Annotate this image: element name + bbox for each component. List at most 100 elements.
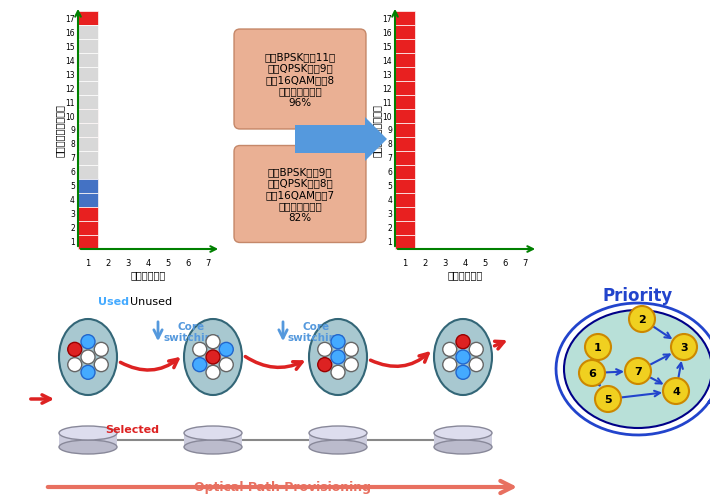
Bar (78, 221, 98, 235)
Bar (395, 152, 415, 166)
Bar (78, 180, 98, 193)
Text: 2: 2 (105, 259, 111, 268)
Bar (395, 235, 415, 249)
Bar (395, 12, 415, 26)
Bar (78, 110, 98, 124)
Bar (78, 82, 98, 96)
Bar (78, 207, 98, 221)
Circle shape (67, 358, 82, 372)
Bar (395, 26, 415, 40)
Bar (395, 12, 415, 26)
Circle shape (206, 350, 220, 364)
Text: Priority: Priority (603, 287, 673, 305)
Bar (395, 138, 415, 152)
Bar (395, 124, 415, 138)
Text: 15: 15 (65, 43, 75, 52)
Bar (78, 207, 98, 221)
Bar (395, 54, 415, 68)
Text: 7: 7 (205, 259, 211, 268)
Text: 4: 4 (146, 259, 151, 268)
Bar (395, 124, 415, 138)
Bar (78, 68, 98, 82)
Bar (78, 152, 98, 166)
Ellipse shape (184, 440, 242, 454)
Bar (78, 152, 98, 166)
Bar (78, 68, 98, 82)
Bar (395, 12, 415, 26)
Bar (395, 166, 415, 180)
Bar (78, 180, 98, 193)
Text: 7: 7 (634, 366, 642, 376)
Bar (395, 152, 415, 166)
Bar (395, 68, 415, 82)
Bar (78, 124, 98, 138)
Bar (78, 82, 98, 96)
Bar (78, 12, 98, 26)
Bar (395, 138, 415, 152)
Text: 17: 17 (383, 15, 392, 24)
Bar (395, 12, 415, 26)
Circle shape (219, 358, 234, 372)
Text: 5: 5 (387, 182, 392, 191)
Bar (395, 235, 415, 249)
Text: 1: 1 (70, 238, 75, 247)
Bar (184, 433, 242, 447)
Bar (78, 54, 98, 68)
Bar (78, 96, 98, 110)
Bar (395, 68, 415, 82)
Text: 赤（BPSK）：11，
黄（QPSK）：9，
青（16QAM）：8
周波数使用率：
96%: 赤（BPSK）：11， 黄（QPSK）：9， 青（16QAM）：8 周波数使用率… (264, 52, 336, 108)
FancyBboxPatch shape (234, 30, 366, 130)
Text: 赤（BPSK）：9，
黄（QPSK）：8，
青（16QAM）：7
周波数使用率：
82%: 赤（BPSK）：9， 黄（QPSK）：8， 青（16QAM）：7 周波数使用率：… (266, 166, 334, 223)
Bar (78, 124, 98, 138)
Bar (395, 96, 415, 110)
Bar (395, 180, 415, 193)
Bar (78, 235, 98, 249)
Bar (395, 138, 415, 152)
Text: 5: 5 (482, 259, 488, 268)
Bar (78, 54, 98, 68)
Bar (78, 193, 98, 207)
Bar (395, 207, 415, 221)
Bar (78, 138, 98, 152)
Bar (78, 40, 98, 54)
Bar (78, 235, 98, 249)
Circle shape (579, 360, 605, 386)
Circle shape (318, 343, 332, 357)
Bar (78, 68, 98, 82)
Bar (78, 152, 98, 166)
Ellipse shape (564, 311, 710, 428)
Bar (395, 166, 415, 180)
Bar (395, 26, 415, 40)
Ellipse shape (59, 426, 117, 440)
Bar (78, 40, 98, 54)
Circle shape (469, 358, 484, 372)
Bar (78, 124, 98, 138)
Circle shape (443, 358, 457, 372)
Ellipse shape (434, 319, 492, 395)
Bar (78, 12, 98, 26)
Bar (78, 193, 98, 207)
Ellipse shape (434, 440, 492, 454)
Text: 1: 1 (387, 238, 392, 247)
Bar (78, 152, 98, 166)
Circle shape (456, 366, 470, 380)
Text: Selected: Selected (105, 424, 159, 434)
Bar (395, 124, 415, 138)
Bar (78, 152, 98, 166)
Bar (395, 152, 415, 166)
Bar (395, 68, 415, 82)
Bar (78, 180, 98, 193)
Bar (395, 40, 415, 54)
Text: 2: 2 (70, 224, 75, 233)
Bar (395, 26, 415, 40)
Bar (78, 12, 98, 26)
Text: 周波数スロット番号: 周波数スロット番号 (55, 104, 65, 157)
Text: 4: 4 (672, 386, 680, 396)
Bar (78, 180, 98, 193)
Bar (395, 193, 415, 207)
Bar (78, 96, 98, 110)
Bar (78, 12, 98, 26)
Bar (78, 40, 98, 54)
Bar (395, 152, 415, 166)
Text: 周波数スロット番号: 周波数スロット番号 (372, 104, 382, 157)
